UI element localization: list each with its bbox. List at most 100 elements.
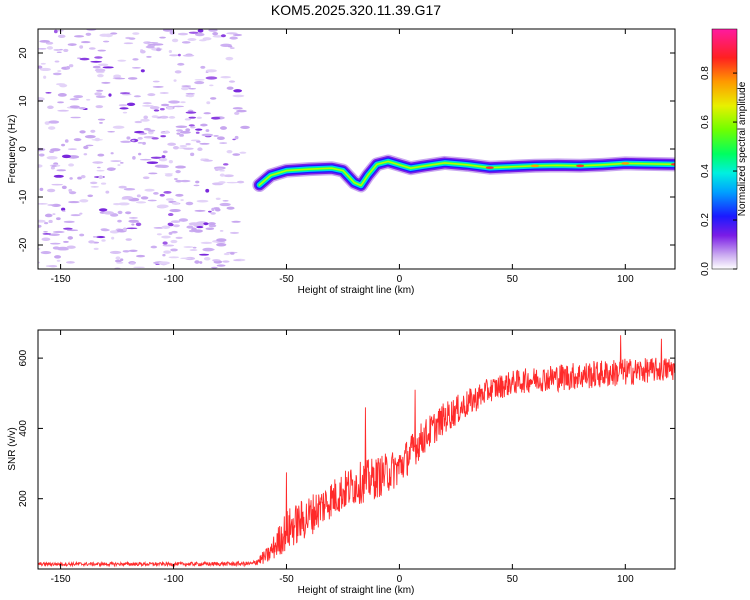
noise-speck [168, 159, 173, 164]
noise-speck [152, 85, 164, 88]
noise-speck [140, 118, 150, 122]
noise-speck [117, 59, 127, 62]
noise-speck [63, 240, 69, 243]
noise-speck [170, 220, 181, 223]
noise-speck [158, 164, 169, 168]
noise-speck [61, 185, 67, 190]
noise-speck [203, 112, 211, 115]
noise-speck [107, 130, 116, 133]
noise-speck [100, 228, 108, 231]
noise-speck [225, 56, 234, 61]
noise-speck [157, 204, 169, 208]
noise-speck [38, 153, 45, 157]
noise-speck [112, 202, 121, 206]
noise-speck [213, 207, 220, 210]
noise-speck [185, 201, 194, 206]
noise-speck [205, 76, 218, 80]
noise-speck [175, 169, 181, 174]
colorbar-tick-label: 0.4 [700, 164, 711, 178]
noise-speck [118, 202, 130, 206]
noise-speck [168, 116, 176, 119]
noise-speck [187, 109, 194, 112]
noise-speck [131, 223, 135, 226]
noise-speck [90, 181, 98, 185]
noise-speck [87, 194, 94, 198]
noise-speck [168, 49, 173, 53]
noise-speck [216, 243, 227, 247]
noise-speck [223, 252, 230, 256]
noise-speck [73, 35, 85, 38]
noise-speck [38, 261, 41, 264]
noise-speck [220, 76, 232, 79]
noise-speck [140, 49, 146, 54]
noise-speck [236, 109, 247, 113]
noise-speck [48, 120, 60, 124]
noise-speck [153, 191, 159, 195]
noise-speck [139, 158, 152, 161]
noise-speck [57, 101, 64, 104]
noise-speck [234, 135, 239, 140]
noise-speck [229, 231, 240, 234]
noise-speck [43, 75, 47, 79]
noise-speck [233, 259, 241, 262]
noise-speck [135, 254, 146, 258]
snr-frame [37, 329, 676, 570]
noise-speck [164, 173, 173, 177]
noise-speck [125, 238, 132, 241]
noise-speck [56, 51, 62, 53]
snr-xtick-label: 0 [397, 574, 403, 585]
noise-speck [194, 209, 206, 212]
noise-speck [172, 224, 180, 228]
noise-speck [68, 64, 74, 68]
noise-speck [147, 93, 156, 97]
snr-ytick-label: 600 [18, 349, 29, 366]
noise-speck [68, 200, 80, 204]
noise-speck [228, 80, 236, 83]
snr-xtick-label: -150 [51, 574, 71, 585]
spectrogram-xtick-label: -100 [164, 274, 184, 285]
noise-speck [196, 199, 209, 203]
noise-speck [159, 115, 169, 119]
noise-speck [106, 167, 116, 171]
noise-speck [205, 188, 210, 193]
noise-speck [126, 102, 136, 106]
noise-speck [69, 177, 73, 180]
noise-speck [77, 176, 82, 180]
noise-speck [219, 169, 225, 172]
noise-speck [148, 130, 154, 135]
noise-speck [171, 201, 180, 205]
signal-hotspot [621, 162, 630, 165]
noise-speck [169, 54, 179, 57]
noise-speck [147, 199, 157, 202]
noise-speck [108, 93, 112, 97]
noise-speck [38, 247, 41, 250]
noise-speck [219, 202, 231, 207]
noise-speck [215, 167, 223, 171]
noise-speck [44, 222, 49, 225]
snr-data [38, 335, 675, 568]
noise-speck [226, 86, 234, 90]
signal-hotspot [530, 164, 539, 168]
noise-speck [79, 130, 86, 134]
noise-speck [209, 84, 214, 87]
noise-speck [47, 105, 54, 110]
noise-speck [169, 208, 181, 213]
noise-speck [127, 77, 138, 80]
noise-speck [117, 210, 123, 215]
noise-speck [162, 29, 174, 32]
noise-speck [188, 124, 195, 127]
noise-speck [177, 62, 185, 66]
noise-speck [168, 256, 180, 259]
snr-xtick-label: -50 [279, 574, 294, 585]
noise-speck [93, 247, 99, 250]
noise-speck [142, 176, 150, 180]
noise-speck [38, 97, 45, 101]
noise-speck [205, 227, 215, 231]
noise-speck [73, 138, 82, 142]
noise-speck [66, 229, 79, 232]
noise-speck [56, 217, 61, 221]
noise-speck [162, 241, 168, 245]
noise-speck [162, 150, 168, 154]
